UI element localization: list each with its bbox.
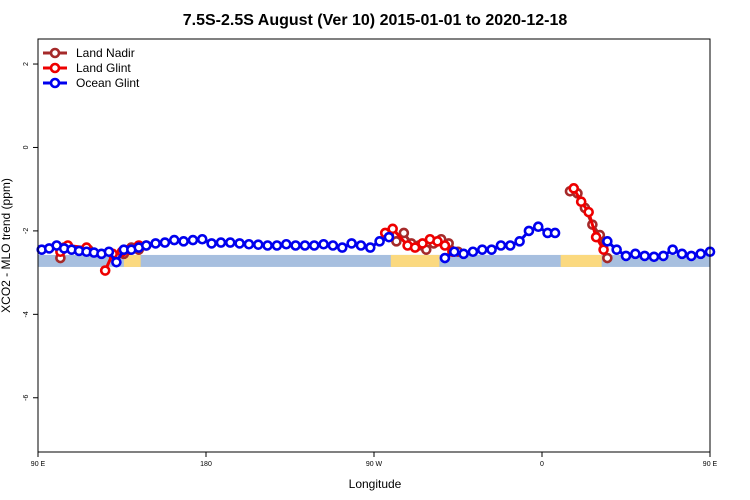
x-axis-label: Longitude [349,477,402,491]
data-point-ocean-glint [271,240,283,251]
data-point-ocean-glint [676,248,688,260]
y-tick-label: 2 [23,62,30,66]
data-point-ocean-glint [224,237,236,248]
data-point-land-glint [590,231,602,243]
surface-bar-land-0 [123,254,141,267]
legend-label: Land Nadir [76,46,135,60]
legend-label: Ocean Glint [76,76,140,90]
data-point-land-glint [598,244,609,255]
surface-bar-land-2 [560,254,602,267]
surface-bar-land-1 [390,254,440,267]
series-layer [36,183,716,276]
data-point-ocean-glint [280,238,292,250]
data-point-ocean-glint [355,240,367,251]
data-point-ocean-glint [504,240,516,251]
data-point-land-glint [583,206,594,218]
data-point-ocean-glint [639,250,650,262]
series-ocean-glint [36,221,716,268]
y-tick-label: -2 [23,228,30,234]
data-point-ocean-glint [439,252,451,264]
data-point-ocean-glint [150,238,161,249]
x-axis: 90 E 180 90 W 0 90 E [31,452,718,468]
data-point-land-glint [575,196,587,207]
data-point-land-glint [568,183,580,194]
data-point-ocean-glint [336,242,348,253]
data-point-ocean-glint [514,236,525,247]
data-point-land-nadir [602,252,613,264]
data-point-ocean-glint [290,240,301,251]
y-tick-label: -6 [23,395,30,401]
legend-item-land-glint: Land Glint [43,61,131,75]
data-point-ocean-glint [695,248,706,260]
data-point-ocean-glint [630,248,641,260]
data-point-land-glint [432,236,443,247]
chart-title: 7.5S-2.5S August (Ver 10) 2015-01-01 to … [183,12,568,29]
data-point-ocean-glint [467,246,479,258]
data-point-ocean-glint [602,236,613,247]
x-tick-label: 90 E [703,461,718,468]
data-point-ocean-glint [206,238,217,249]
surface-bar [38,254,710,267]
data-point-ocean-glint [243,238,255,250]
data-point-ocean-glint [523,225,535,237]
x-tick-label: 90 E [31,461,46,468]
data-point-ocean-glint [196,233,208,245]
data-point-ocean-glint [168,234,180,246]
data-point-ocean-glint [374,236,385,247]
data-point-ocean-glint [346,238,357,249]
data-point-land-nadir [391,236,402,247]
y-tick-label: -4 [23,311,30,317]
legend-swatch-marker [49,47,61,59]
data-point-ocean-glint [532,221,544,233]
data-point-ocean-glint [476,244,488,255]
x-tick-label: 0 [540,461,544,468]
data-point-ocean-glint [308,240,320,251]
legend-swatch-marker [49,62,61,74]
data-point-land-glint [439,240,451,251]
data-point-ocean-glint [667,244,678,255]
data-point-ocean-glint [458,248,469,260]
legend-swatch-marker [49,77,61,89]
data-point-ocean-glint [262,240,273,251]
data-point-ocean-glint [215,237,227,248]
data-point-ocean-glint [299,240,311,251]
x-tick-label: 180 [200,461,212,468]
legend-label: Land Glint [76,61,131,75]
data-point-ocean-glint [383,231,395,243]
y-axis: 2 0 -2 -4 -6 [23,62,38,401]
data-point-ocean-glint [178,236,189,247]
y-axis-label: XCO2 - MLO trend (ppm) [0,178,13,313]
data-point-ocean-glint [495,240,507,251]
data-point-ocean-glint [549,227,561,239]
data-point-ocean-glint [318,238,329,250]
data-point-ocean-glint [187,234,199,246]
data-point-land-glint [409,242,421,253]
data-point-ocean-glint [159,237,171,248]
x-tick-label: 90 W [366,461,383,468]
y-tick-label: 0 [23,145,30,149]
data-point-ocean-glint [103,246,115,258]
data-point-land-glint [99,265,111,276]
data-point-ocean-glint [620,250,632,262]
data-point-ocean-glint [611,244,622,255]
data-point-ocean-glint [252,239,264,250]
data-point-land-glint [387,223,398,235]
data-point-ocean-glint [234,238,245,249]
legend-item-land-nadir: Land Nadir [43,46,135,60]
data-point-ocean-glint [327,240,339,251]
surface-bar-ocean [38,254,710,267]
data-point-ocean-glint [140,240,152,251]
data-point-ocean-glint [686,250,697,262]
data-point-ocean-glint [658,250,669,262]
data-point-ocean-glint [111,256,122,268]
data-point-ocean-glint [364,242,376,253]
legend-item-ocean-glint: Ocean Glint [43,76,140,90]
data-point-land-glint [417,238,428,249]
data-point-ocean-glint [448,246,460,258]
data-point-ocean-glint [486,244,497,255]
data-point-ocean-glint [648,251,660,263]
data-point-land-nadir [398,227,410,239]
